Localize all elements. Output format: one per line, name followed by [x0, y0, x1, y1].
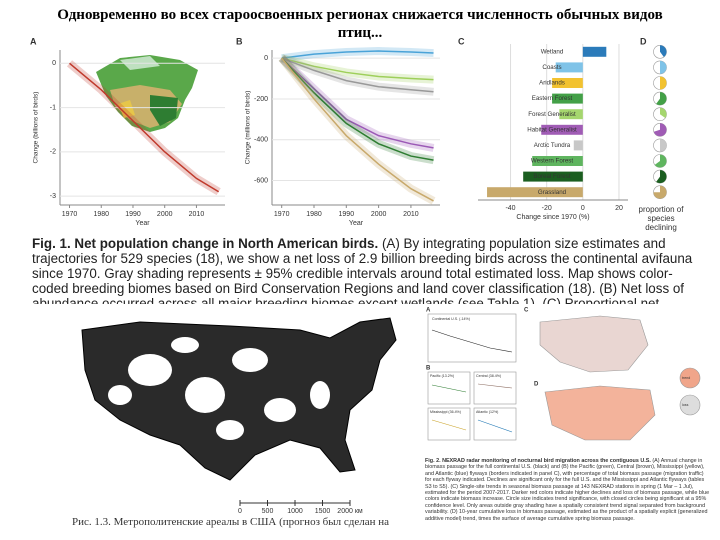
x-tick-label: 1970 — [274, 211, 290, 218]
bar — [552, 93, 583, 104]
series-line — [281, 57, 434, 202]
category-label: Aridlands — [539, 80, 565, 87]
panel-letter: B — [236, 36, 243, 46]
panel-letter: C — [458, 36, 465, 46]
x-tick-label: -20 — [542, 205, 552, 212]
pie-slice — [653, 185, 667, 199]
pie-slice — [654, 154, 667, 168]
category-label: Eastern Forest — [532, 95, 573, 102]
x-tick-label: 2010 — [189, 211, 205, 218]
panel-letter: B — [426, 366, 431, 372]
metro-map — [65, 310, 403, 510]
caption-label: Fig. 1. Net population change in North A… — [32, 236, 379, 251]
series-line — [281, 50, 434, 59]
x-tick-label: 20 — [615, 205, 623, 212]
scale-label: 0 — [238, 508, 242, 515]
x-tick-label: 2000 — [157, 211, 173, 218]
category-label: Grassland — [538, 189, 567, 196]
y-axis-label: Change (millions of birds) — [245, 91, 252, 165]
x-axis-label: Year — [135, 220, 150, 227]
x-axis-label: Year — [349, 220, 364, 227]
y-tick-label: 0 — [264, 55, 268, 62]
figure-caption: Fig. 1. Net population change in North A… — [32, 236, 700, 304]
y-tick-label: -600 — [254, 177, 268, 184]
scale-label: 500 — [262, 508, 274, 515]
panel-letter: D — [534, 382, 539, 388]
scale-label: 2000 км — [337, 508, 363, 515]
category-label: Arctic Tundra — [534, 142, 571, 149]
panel-letter: C — [524, 308, 529, 314]
y-tick-label: -400 — [254, 137, 268, 144]
fig2-label: Mississippi (36.4%) — [430, 410, 461, 414]
fig2-label: Continental U.S. (-14%) — [432, 317, 470, 321]
caption2-label: Fig. 2. NEXRAD radar monitoring of noctu… — [425, 458, 651, 464]
y-tick-label: -200 — [254, 96, 268, 103]
pie-slice — [656, 170, 667, 184]
x-tick-label: 0 — [581, 205, 585, 212]
pie-slice — [653, 123, 667, 137]
pie-slice — [660, 76, 667, 90]
fig2-label: trend — [682, 376, 690, 380]
figure2-caption: Fig. 2. NEXRAD radar monitoring of noctu… — [425, 458, 710, 536]
series-line — [69, 62, 220, 193]
y-tick-label: 0 — [52, 60, 56, 67]
caption2-text: (A) Annual change in biomass passage for… — [425, 458, 710, 522]
y-tick-label: -2 — [50, 149, 56, 156]
series-line — [281, 57, 434, 149]
y-tick-label: -1 — [50, 104, 56, 111]
x-tick-label: -40 — [505, 205, 515, 212]
category-label: Forest Generalist — [528, 111, 576, 118]
pie-slice — [656, 92, 667, 106]
x-axis-label: Change since 1970 (%) — [516, 214, 589, 221]
x-tick-label: 1980 — [93, 211, 109, 218]
series-line — [281, 57, 434, 81]
bar — [532, 156, 583, 166]
x-tick-label: 1990 — [125, 211, 141, 218]
scale-label: 1000 — [287, 508, 303, 515]
fig2-panels — [427, 313, 701, 441]
panel-letter: D — [640, 36, 647, 46]
pie-slice — [660, 45, 667, 58]
bar — [582, 46, 607, 57]
panel-letter: A — [30, 36, 37, 46]
bar — [559, 109, 583, 120]
map-caption: Рис. 1.3. Метрополитенские ареалы в США … — [72, 516, 390, 528]
y-tick-label: -3 — [50, 193, 56, 200]
fig2-label: loss — [682, 403, 689, 407]
pie-label: proportion of species declining — [638, 205, 684, 232]
bar — [523, 171, 583, 182]
bar — [573, 140, 583, 151]
bar — [555, 62, 583, 73]
slide-title: Одновременно во всех староосвоенных реги… — [57, 7, 663, 41]
fig2-label: Atlantic (12%) — [476, 410, 498, 414]
category-label: Boreal Forest — [533, 173, 570, 180]
x-tick-label: 1980 — [306, 211, 322, 218]
x-tick-label: 2010 — [403, 211, 419, 218]
bar — [552, 78, 583, 88]
pie-slice — [660, 60, 667, 74]
fig2-label: Pacific (13.2%) — [430, 374, 454, 378]
x-tick-label: 1970 — [62, 211, 78, 218]
panel-letter: A — [426, 308, 431, 314]
scale-label: 1500 — [315, 508, 331, 515]
fig2-label: Central (38.4%) — [476, 374, 501, 378]
category-label: Western Forest — [531, 158, 573, 165]
pie-slice — [660, 107, 667, 119]
category-label: Coasts — [542, 64, 561, 71]
bar — [541, 124, 583, 135]
bar — [487, 187, 583, 198]
pie-slice — [660, 138, 667, 152]
y-axis-label: Change (billions of birds) — [33, 92, 40, 164]
category-label: Habitat Generalist — [527, 126, 577, 133]
series-line — [281, 57, 434, 161]
caption-text: (A) By integrating population size estim… — [32, 236, 693, 304]
x-tick-label: 1990 — [339, 211, 355, 218]
series-line — [281, 57, 434, 93]
x-tick-label: 2000 — [371, 211, 387, 218]
category-label: Wetland — [541, 48, 564, 55]
biome-map — [96, 55, 198, 132]
